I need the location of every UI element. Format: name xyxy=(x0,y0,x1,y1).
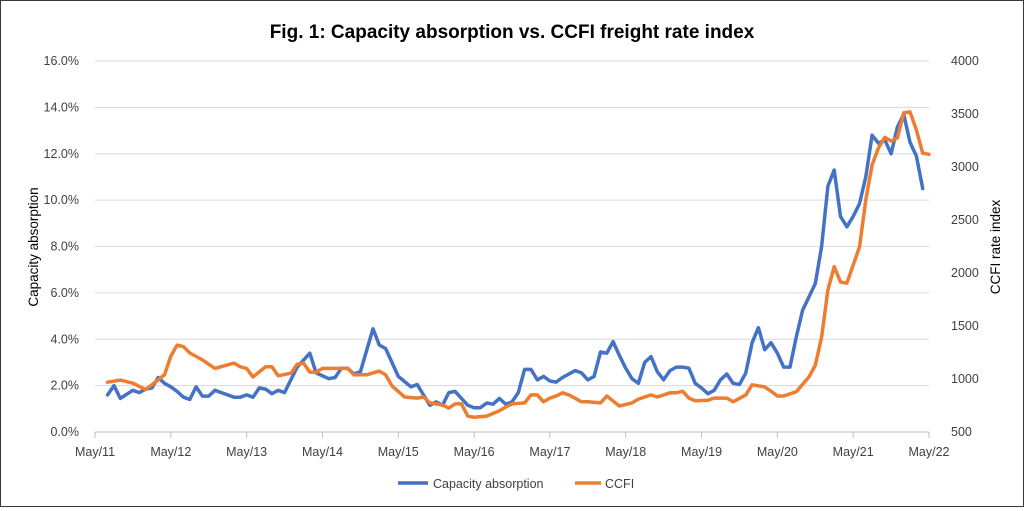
y-tick-label: 12.0% xyxy=(44,147,79,161)
y2-tick-label: 3500 xyxy=(951,107,979,121)
y-tick-label: 16.0% xyxy=(44,54,79,68)
y-tick-label: 6.0% xyxy=(51,286,80,300)
x-tick-label: May/20 xyxy=(757,445,798,459)
legend-label-capacity: Capacity absorption xyxy=(433,477,544,491)
y2-tick-label: 500 xyxy=(951,425,972,439)
y-tick-label: 0.0% xyxy=(51,425,80,439)
x-tick-label: May/15 xyxy=(378,445,419,459)
y2-tick-label: 4000 xyxy=(951,54,979,68)
right-axis-ticks: 500 1000 1500 2000 2500 3000 3500 4000 xyxy=(951,54,979,439)
y2-tick-label: 2500 xyxy=(951,213,979,227)
y2-tick-label: 1000 xyxy=(951,372,979,386)
x-tick-label: May/13 xyxy=(226,445,267,459)
y2-tick-label: 2000 xyxy=(951,266,979,280)
y-tick-label: 8.0% xyxy=(51,240,80,254)
y2-axis-label: CCFI rate index xyxy=(988,199,1003,294)
x-tick-label: May/18 xyxy=(605,445,646,459)
y2-tick-label: 1500 xyxy=(951,319,979,333)
x-tick-label: May/11 xyxy=(75,445,115,459)
y-tick-label: 4.0% xyxy=(51,332,80,346)
y2-tick-label: 3000 xyxy=(951,160,979,174)
x-tick-label: May/12 xyxy=(150,445,191,459)
x-tick-label: May/19 xyxy=(681,445,722,459)
gridlines xyxy=(95,60,929,387)
x-axis: May/11 May/12 May/13 May/14 May/15 May/16 May/… xyxy=(75,431,950,459)
x-tick-label: May/22 xyxy=(909,445,950,459)
legend-label-ccfi: CCFI xyxy=(605,477,634,491)
y-tick-label: 10.0% xyxy=(44,193,79,207)
x-tick-label: May/16 xyxy=(454,445,495,459)
x-tick-label: May/17 xyxy=(529,445,570,459)
x-tick-label: May/14 xyxy=(302,445,343,459)
y-tick-label: 14.0% xyxy=(44,100,79,114)
series-line-capacity-absorption xyxy=(105,112,925,410)
left-axis-ticks: 0.0% 2.0% 4.0% 6.0% 8.0% 10.0% 12.0% 14.0% 16.0% xyxy=(44,54,79,439)
x-tick-label: May/21 xyxy=(833,445,874,459)
y-axis-label: Capacity absorption xyxy=(26,187,41,306)
series-line-ccfi xyxy=(105,110,931,419)
y-tick-label: 2.0% xyxy=(51,379,80,393)
chart-title: Fig. 1: Capacity absorption vs. CCFI fre… xyxy=(270,22,755,43)
legend: Capacity absorption CCFI xyxy=(398,477,634,491)
series-lines xyxy=(105,110,931,419)
